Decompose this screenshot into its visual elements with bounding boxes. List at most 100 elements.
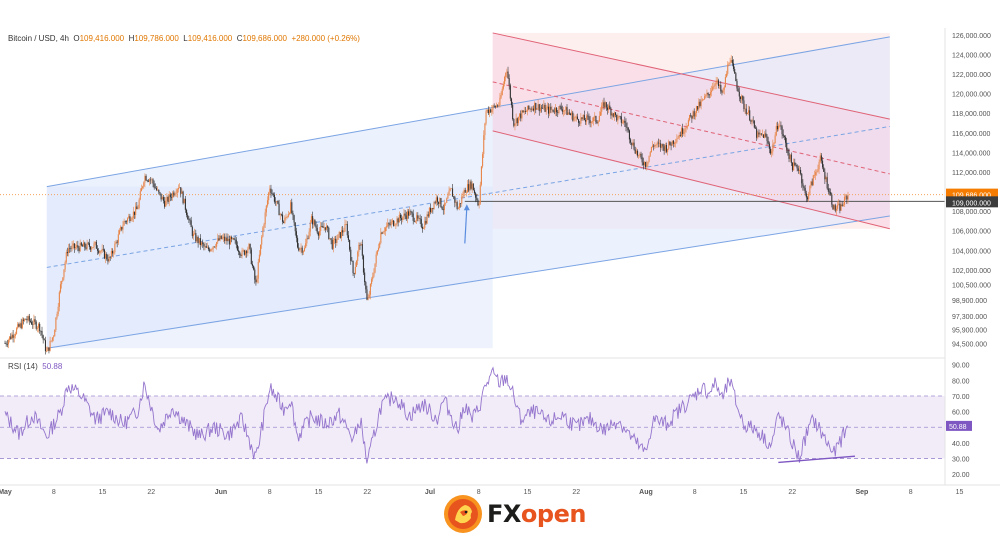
candle: [50, 340, 52, 342]
candle: [517, 116, 519, 124]
candle: [72, 243, 74, 246]
rsi-line[interactable]: [4, 366, 849, 464]
candle: [820, 155, 822, 161]
candle: [529, 108, 531, 110]
candle: [377, 247, 380, 251]
candle: [668, 141, 670, 149]
candle: [273, 194, 275, 202]
rsi-tick-label: 80.00: [952, 378, 970, 385]
rsi-pane[interactable]: [0, 366, 945, 464]
candle: [500, 95, 502, 98]
candle: [843, 196, 846, 205]
candle: [154, 187, 156, 189]
channel-lower-line[interactable]: [492, 130, 890, 230]
candle: [99, 251, 101, 253]
candle: [4, 343, 6, 344]
candle: [283, 221, 285, 223]
candle: [361, 244, 363, 256]
candle: [13, 335, 15, 338]
candle: [323, 227, 325, 228]
candle: [655, 144, 657, 146]
price-tick-label: 102,000.000: [952, 268, 991, 275]
candle: [95, 241, 97, 249]
brand-fx: FX: [487, 500, 521, 528]
candle: [830, 192, 832, 195]
candle: [804, 188, 806, 194]
time-tick-label: 8: [693, 489, 697, 496]
candle: [424, 220, 426, 228]
candle: [739, 96, 742, 100]
channel-mid-line[interactable]: [492, 81, 890, 175]
candle: [694, 112, 696, 117]
candle: [248, 243, 250, 249]
channel-upper-line[interactable]: [492, 32, 890, 120]
candle: [179, 187, 181, 188]
candle: [652, 145, 654, 147]
candle: [578, 119, 580, 123]
candle: [183, 198, 185, 204]
candle: [49, 340, 51, 351]
price-tick-label: 100,500.000: [952, 283, 991, 290]
candle: [73, 243, 75, 249]
candle: [561, 109, 563, 112]
candle: [122, 225, 124, 230]
candle: [110, 250, 112, 258]
candle: [83, 242, 85, 247]
candle: [270, 188, 272, 194]
candle: [539, 107, 541, 112]
candle: [9, 336, 11, 341]
symbol-header: Bitcoin / USD, 4h O109,416.000 H109,786.…: [8, 34, 360, 43]
candle: [211, 249, 213, 250]
candle: [81, 245, 84, 247]
candle: [161, 197, 163, 200]
candle: [275, 201, 277, 203]
price-tick-label: 122,000.000: [952, 72, 991, 79]
candle: [365, 282, 367, 290]
candle: [443, 203, 445, 211]
candle: [708, 94, 710, 96]
candle: [401, 218, 403, 220]
channel-mid-line[interactable]: [46, 125, 890, 268]
candle: [735, 73, 737, 82]
candle: [492, 105, 494, 110]
candle: [495, 105, 498, 108]
candle: [541, 107, 543, 109]
candle: [710, 90, 713, 93]
time-tick-label: 15: [315, 489, 323, 496]
channel-upper-line[interactable]: [46, 36, 890, 188]
candle: [502, 83, 504, 89]
candle: [479, 184, 481, 204]
candle: [623, 120, 625, 123]
candle: [750, 120, 752, 122]
price-pane[interactable]: [0, 32, 945, 359]
candle: [78, 247, 80, 252]
candle: [281, 214, 284, 222]
candle: [816, 171, 818, 173]
arrow-annotation[interactable]: [464, 207, 468, 244]
price-axis[interactable]: 126,000.000 124,000.000 122,000.000 120,000…: [944, 28, 998, 485]
candle: [558, 106, 560, 113]
candle: [416, 215, 418, 221]
time-axis[interactable]: May 8 15 22 Jun 8 15 22 Jul 8 15 22 Aug 8 15 22 Sep 8 15: [0, 484, 1000, 496]
channel-lower-line[interactable]: [46, 215, 890, 349]
candle: [556, 107, 558, 113]
divergence-line[interactable]: [778, 455, 856, 464]
candle: [753, 120, 755, 128]
candle: [617, 116, 619, 121]
candle: [752, 120, 754, 122]
candle: [598, 115, 600, 122]
candle: [172, 192, 174, 198]
candle: [329, 238, 331, 239]
candle: [569, 113, 572, 116]
candle: [616, 114, 618, 121]
symbol-title: Bitcoin / USD, 4h: [8, 34, 69, 43]
candle: [152, 179, 154, 184]
candle: [132, 211, 134, 218]
candle: [88, 243, 90, 247]
candle: [580, 117, 582, 124]
candle: [247, 248, 249, 254]
candle: [593, 117, 595, 122]
candle: [798, 169, 800, 171]
price-tick-label: 118,000.000: [952, 111, 991, 118]
